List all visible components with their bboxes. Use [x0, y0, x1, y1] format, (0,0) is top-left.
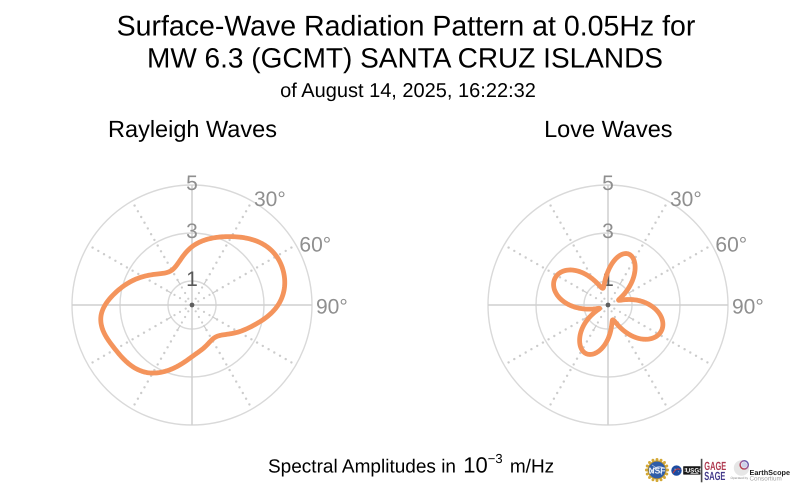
svg-text:1: 1 [602, 268, 614, 291]
svg-text:of August 14, 2025, 16:22:32: of August 14, 2025, 16:22:32 [280, 80, 536, 102]
svg-text:90°: 90° [732, 296, 764, 319]
svg-text:Love Waves: Love Waves [544, 116, 672, 142]
svg-text:3: 3 [602, 220, 614, 243]
svg-text:60°: 60° [715, 234, 747, 257]
svg-text:5: 5 [186, 172, 198, 195]
svg-text:3: 3 [186, 220, 198, 243]
svg-text:USGS: USGS [686, 468, 704, 475]
svg-text:Operated by: Operated by [731, 476, 749, 480]
svg-text:30°: 30° [670, 188, 702, 211]
svg-text:30°: 30° [254, 188, 286, 211]
svg-text:90°: 90° [316, 296, 348, 319]
svg-text:NSF: NSF [649, 465, 666, 475]
svg-text:1: 1 [186, 268, 198, 291]
svg-text:60°: 60° [299, 234, 331, 257]
svg-text:5: 5 [602, 172, 614, 195]
svg-text:MW 6.3 (GCMT) SANTA CRUZ ISLAN: MW 6.3 (GCMT) SANTA CRUZ ISLANDS [147, 43, 663, 74]
svg-text:GAGE: GAGE [704, 459, 726, 473]
svg-text:Rayleigh Waves: Rayleigh Waves [108, 116, 277, 142]
svg-text:Consortium: Consortium [750, 475, 782, 482]
svg-text:SAGE: SAGE [704, 469, 725, 483]
svg-text:EarthScope: EarthScope [750, 468, 791, 477]
svg-text:Surface-Wave Radiation Pattern: Surface-Wave Radiation Pattern at 0.05Hz… [117, 11, 696, 43]
